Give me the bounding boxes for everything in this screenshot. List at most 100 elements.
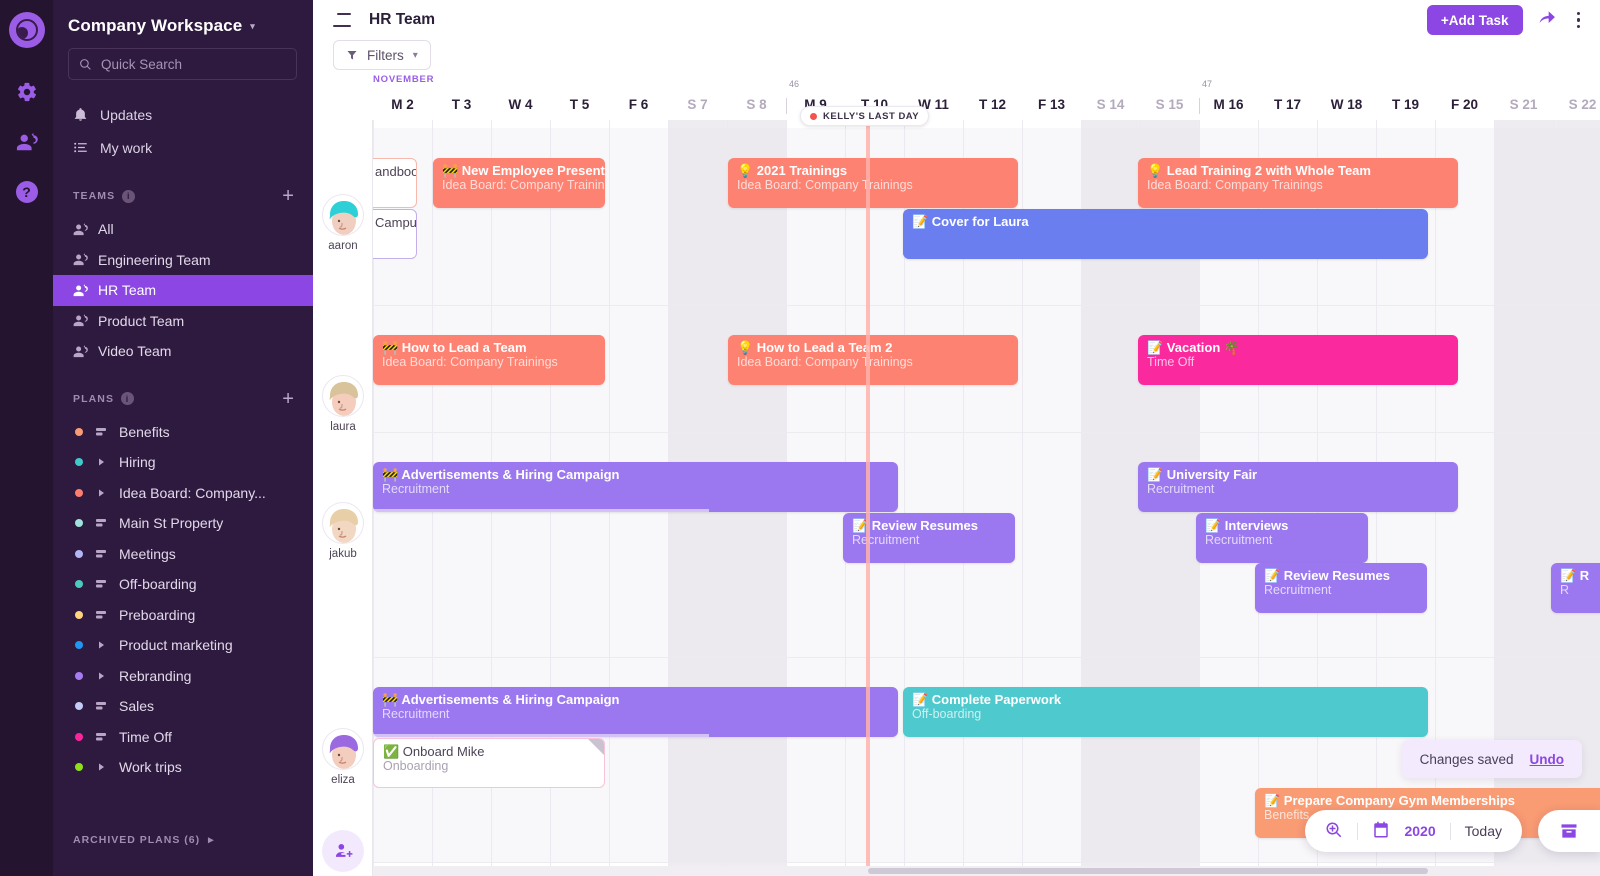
sidebar-plan-time-off[interactable]: Time Off — [53, 722, 313, 753]
task-bar[interactable]: Campus — [365, 209, 417, 259]
sidebar-item-product-team[interactable]: Product Team — [53, 306, 313, 337]
task-bar[interactable]: 📝 Review Resumes Recruitment — [1255, 563, 1427, 613]
sidebar-item-all[interactable]: All — [53, 214, 313, 245]
task-bar[interactable]: ✅ Onboard Mike Onboarding — [373, 738, 605, 788]
chevron-right-icon[interactable] — [93, 487, 109, 499]
collapse-sidebar-icon[interactable] — [333, 13, 351, 27]
week-number: 46 — [789, 79, 800, 89]
undo-link[interactable]: Undo — [1529, 751, 1565, 767]
sidebar-plan-main-st-property[interactable]: Main St Property — [53, 508, 313, 539]
task-bar[interactable]: 💡 2021 Trainings Idea Board: Company Trai… — [728, 158, 1018, 208]
people-icon[interactable] — [7, 122, 47, 162]
task-bar[interactable]: 📝 Cover for Laura — [903, 209, 1428, 259]
task-bar[interactable]: 📝 Vacation 🌴 Time Off — [1138, 335, 1458, 385]
sidebar-item-engineering-team[interactable]: Engineering Team — [53, 245, 313, 276]
person-cell[interactable]: jakub — [322, 502, 364, 560]
sidebar-plan-rebranding[interactable]: Rebranding — [53, 661, 313, 692]
day-header-cell[interactable]: T 3 — [451, 96, 472, 112]
task-bar[interactable]: 💡 Lead Training 2 with Whole Team Idea Bo… — [1138, 158, 1458, 208]
workspace-switcher[interactable]: Company Workspace ▾ — [53, 0, 313, 48]
chevron-right-icon[interactable] — [93, 456, 109, 468]
day-header-cell[interactable]: S 14 — [1096, 96, 1125, 112]
task-bar[interactable]: 📝 Review Resumes Recruitment — [843, 513, 1015, 563]
day-header-cell[interactable]: T 19 — [1391, 96, 1419, 112]
archived-plans-toggle[interactable]: ARCHIVED PLANS (6) ▸ — [73, 834, 214, 846]
sidebar-item-hr-team[interactable]: HR Team — [53, 275, 313, 306]
sidebar-plan-hiring[interactable]: Hiring — [53, 447, 313, 478]
chevron-right-icon[interactable] — [93, 761, 109, 773]
sidebar-plan-preboarding[interactable]: Preboarding — [53, 600, 313, 631]
filters-button[interactable]: Filters ▾ — [333, 40, 431, 70]
day-header-cell[interactable]: S 22 — [1568, 96, 1597, 112]
year-label[interactable]: 2020 — [1404, 823, 1436, 839]
archive-button[interactable] — [1538, 810, 1600, 852]
add-person-button[interactable] — [322, 830, 364, 872]
task-bar[interactable]: 🚧 How to Lead a Team Idea Board: Company … — [373, 335, 605, 385]
day-header-cell[interactable]: M 16 — [1213, 96, 1244, 112]
task-bar[interactable]: 💡 How to Lead a Team 2 Idea Board: Compan… — [728, 335, 1018, 385]
sidebar-plan-meetings[interactable]: Meetings — [53, 539, 313, 570]
day-header-cell[interactable]: F 6 — [628, 96, 649, 112]
day-header-cell[interactable]: T 12 — [978, 96, 1006, 112]
row-separator — [313, 432, 1600, 433]
help-icon[interactable]: ? — [7, 172, 47, 212]
person-cell[interactable]: aaron — [322, 194, 364, 252]
gear-icon[interactable] — [7, 72, 47, 112]
sidebar-plan-off-boarding[interactable]: Off-boarding — [53, 569, 313, 600]
zoom-in-icon[interactable] — [1325, 821, 1343, 842]
share-arrow-icon[interactable] — [1537, 8, 1557, 33]
day-header-cell[interactable]: S 21 — [1509, 96, 1538, 112]
sidebar-plan-benefits[interactable]: Benefits — [53, 417, 313, 448]
sidebar-item-video-team[interactable]: Video Team — [53, 336, 313, 367]
sidebar-item-updates[interactable]: Updates — [53, 98, 313, 131]
day-header-cell[interactable]: S 7 — [687, 96, 708, 112]
plans-header-label: PLANS — [73, 392, 115, 405]
plan-color-dot — [75, 580, 83, 589]
day-header-cell[interactable]: M 2 — [391, 96, 414, 112]
day-header-cell[interactable]: S 8 — [746, 96, 767, 112]
task-corner-fold — [588, 739, 604, 755]
info-icon[interactable]: i — [121, 392, 135, 405]
calendar-icon[interactable] — [1372, 821, 1390, 842]
day-header-cell[interactable]: F 20 — [1450, 96, 1478, 112]
sidebar-plan-product-marketing[interactable]: Product marketing — [53, 630, 313, 661]
sidebar-plan-work-trips[interactable]: Work trips — [53, 752, 313, 783]
sidebar-plan-idea-board-company[interactable]: Idea Board: Company... — [53, 478, 313, 509]
chevron-right-icon[interactable] — [93, 670, 109, 682]
status-toast: Changes saved Undo — [1401, 740, 1582, 778]
day-header-cell[interactable]: F 13 — [1037, 96, 1065, 112]
person-cell[interactable]: laura — [322, 375, 364, 433]
task-bar[interactable]: 🚧 Advertisements & Hiring Campaign Recrui… — [373, 462, 898, 512]
app-logo-icon[interactable] — [8, 12, 45, 48]
task-bar[interactable]: 📝 University Fair Recruitment — [1138, 462, 1458, 512]
day-header-cell[interactable]: T 5 — [569, 96, 590, 112]
task-bar[interactable]: 🚧 New Employee PresentationIdea Board: C… — [433, 158, 605, 208]
add-team-button[interactable]: + — [282, 185, 295, 207]
task-subtitle: Idea Board: Company Trainings — [442, 178, 605, 192]
task-bar[interactable]: 📝 Complete Paperwork Off-boarding — [903, 687, 1428, 737]
day-header-cell[interactable]: W 4 — [508, 96, 533, 112]
day-header-cell[interactable]: T 17 — [1273, 96, 1301, 112]
kebab-menu-icon[interactable] — [1571, 10, 1587, 31]
day-header-cell[interactable]: W 18 — [1330, 96, 1363, 112]
horizontal-scrollbar[interactable] — [373, 866, 1600, 876]
scrollbar-thumb[interactable] — [868, 868, 1428, 874]
day-header-cell[interactable]: S 15 — [1155, 96, 1184, 112]
task-bar[interactable]: 📝 Interviews Recruitment — [1196, 513, 1368, 563]
grid-line — [1081, 120, 1082, 876]
chevron-right-icon[interactable] — [93, 639, 109, 651]
info-icon[interactable]: i — [122, 189, 136, 203]
row-separator — [313, 305, 1600, 306]
help-glyph: ? — [15, 181, 38, 203]
task-bar[interactable]: 🚧 Advertisements & Hiring Campaign Recrui… — [373, 687, 898, 737]
search-input[interactable]: Quick Search — [68, 48, 297, 80]
add-task-button[interactable]: +Add Task — [1426, 5, 1523, 35]
avatar — [322, 502, 364, 544]
sidebar-plan-sales[interactable]: Sales — [53, 691, 313, 722]
today-button[interactable]: Today — [1464, 823, 1502, 839]
sidebar-item-my-work[interactable]: My work — [53, 131, 313, 164]
add-plan-button[interactable]: + — [282, 387, 295, 410]
person-cell[interactable]: eliza — [322, 728, 364, 786]
